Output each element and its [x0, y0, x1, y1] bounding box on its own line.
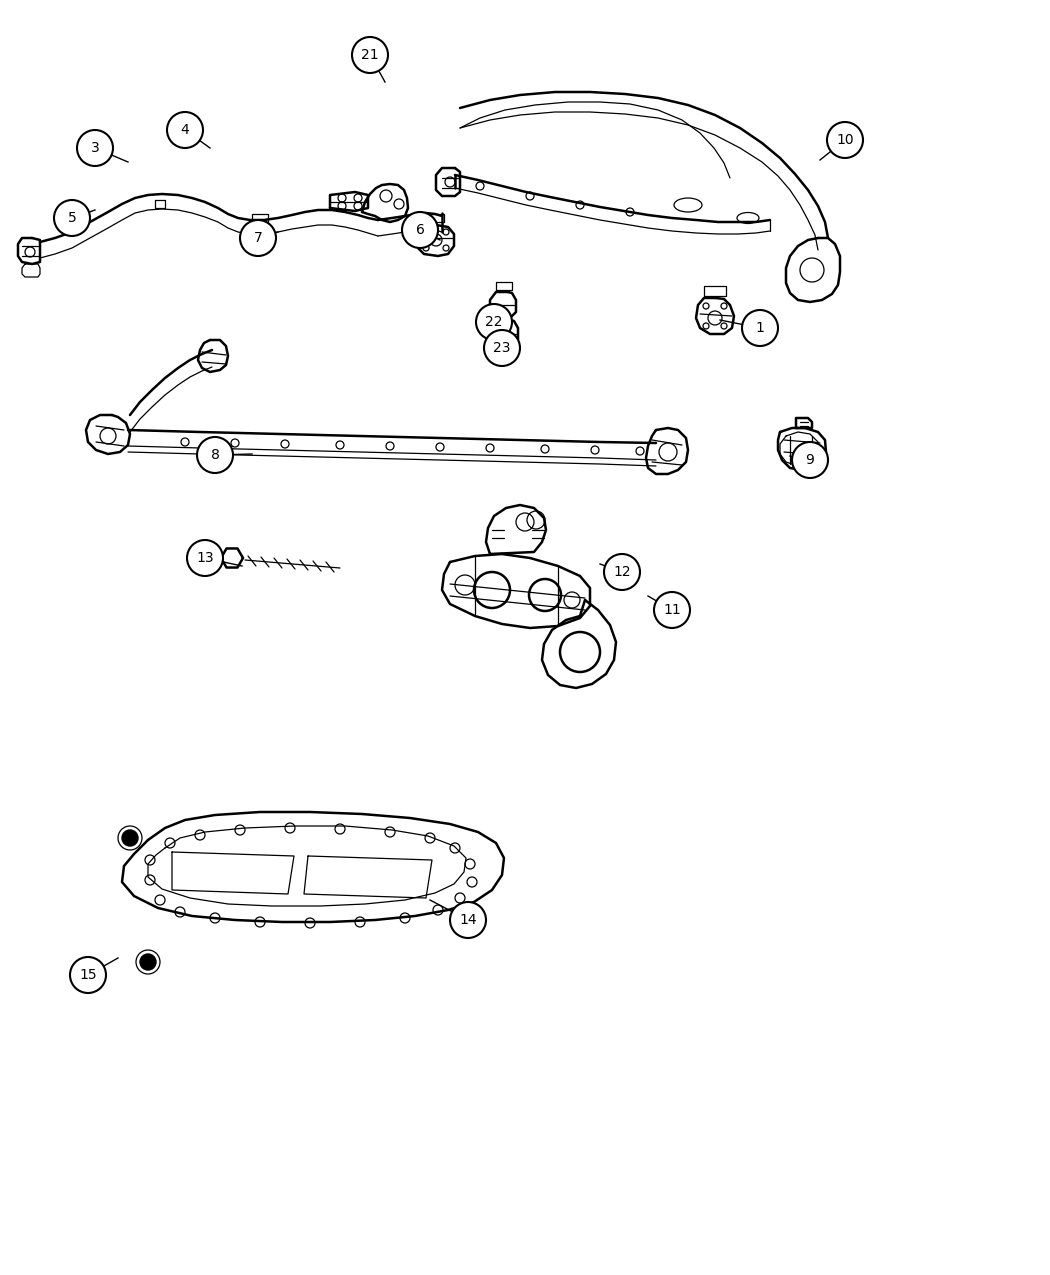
Text: 11: 11 — [664, 603, 680, 617]
Circle shape — [742, 310, 778, 346]
Circle shape — [604, 555, 640, 590]
Circle shape — [484, 330, 520, 366]
Circle shape — [187, 541, 223, 576]
Text: 22: 22 — [485, 315, 503, 329]
Text: 7: 7 — [254, 231, 262, 245]
Circle shape — [402, 212, 438, 249]
Text: 12: 12 — [613, 565, 631, 579]
Text: 1: 1 — [756, 321, 764, 335]
Text: 10: 10 — [836, 133, 854, 147]
Circle shape — [122, 830, 138, 847]
Text: 15: 15 — [79, 968, 97, 982]
Text: 4: 4 — [181, 122, 189, 136]
Text: 9: 9 — [805, 453, 815, 467]
Text: 6: 6 — [416, 223, 424, 237]
Text: 13: 13 — [196, 551, 214, 565]
Text: 23: 23 — [494, 340, 510, 354]
Circle shape — [70, 958, 106, 993]
Circle shape — [450, 901, 486, 938]
Text: 3: 3 — [90, 142, 100, 156]
Circle shape — [654, 592, 690, 629]
Text: 21: 21 — [361, 48, 379, 62]
Circle shape — [476, 303, 512, 340]
Circle shape — [54, 200, 90, 236]
Text: 5: 5 — [67, 210, 77, 224]
Text: 8: 8 — [211, 448, 219, 462]
Circle shape — [827, 122, 863, 158]
Circle shape — [197, 437, 233, 473]
Circle shape — [167, 112, 203, 148]
Circle shape — [792, 442, 828, 478]
Circle shape — [240, 221, 276, 256]
Text: 14: 14 — [459, 913, 477, 927]
Circle shape — [140, 954, 156, 970]
Circle shape — [77, 130, 113, 166]
Circle shape — [352, 37, 388, 73]
